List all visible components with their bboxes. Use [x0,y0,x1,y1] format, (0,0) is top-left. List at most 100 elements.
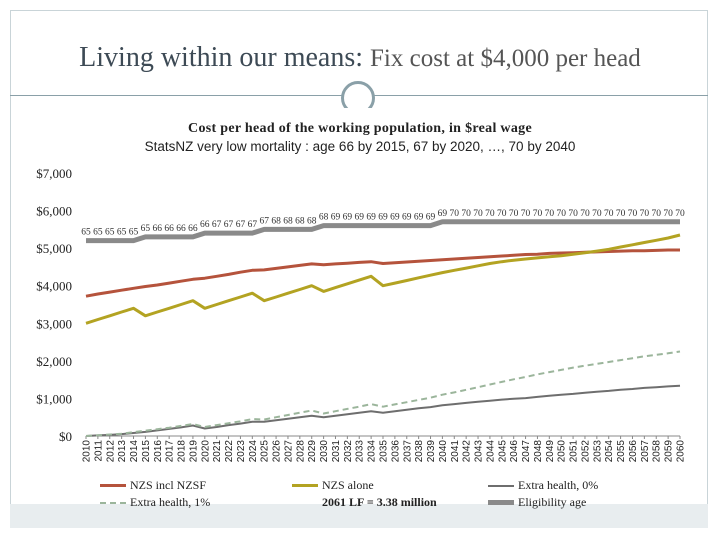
legend-swatch [292,484,318,487]
x-tick-label: 2047 [521,440,532,463]
series-line-eligibility-age [86,219,680,244]
chart-title: Cost per head of the working population,… [188,121,532,136]
age-data-label: 65 [105,228,115,238]
x-tick-label: 2050 [557,440,568,463]
x-tick-label: 2029 [307,440,318,463]
y-tick-label: $1,000 [36,391,72,406]
x-tick-label: 2059 [664,440,675,463]
x-tick-label: 2036 [390,440,401,463]
y-tick-label: $4,000 [36,279,72,294]
age-data-label: 67 [248,220,258,230]
age-data-label: 70 [450,209,460,219]
age-data-label: 65 [129,228,139,238]
age-data-label: 66 [164,224,174,234]
x-tick-label: 2042 [462,440,473,463]
age-data-label: 66 [200,220,210,230]
x-tick-label: 2057 [640,440,651,463]
age-data-label: 70 [521,209,531,219]
age-data-label: 70 [461,209,471,219]
age-data-label: 70 [473,209,483,219]
age-data-label: 65 [117,228,127,238]
x-tick-label: 2054 [604,440,615,463]
chart-subtitle: StatsNZ very low mortality : age 66 by 2… [144,139,576,154]
legend-label: Eligibility age [518,495,587,509]
y-tick-label: $2,000 [36,354,72,369]
y-tick-label: $3,000 [36,316,72,331]
age-data-label: 67 [236,220,246,230]
age-data-label: 66 [188,224,198,234]
x-tick-label: 2041 [450,440,461,463]
age-data-label: 65 [81,228,91,238]
x-tick-label: 2052 [580,440,591,463]
age-data-label: 69 [402,213,412,223]
series-line-nzs-incl-nzsf [85,248,680,298]
age-data-label: 69 [378,213,388,223]
labour-force-annotation: 2061 LF = 3.38 million [322,495,437,509]
age-data-label: 70 [616,209,626,219]
x-tick-label: 2045 [497,440,508,463]
x-tick-label: 2011 [93,440,104,462]
legend-label: NZS alone [322,478,374,492]
age-data-label: 69 [390,213,400,223]
age-data-label: 69 [426,213,436,223]
age-data-label: 70 [497,209,507,219]
age-data-label: 70 [663,209,673,219]
y-tick-label: $0 [59,429,72,444]
x-tick-label: 2040 [438,440,449,463]
x-tick-label: 2035 [379,440,390,463]
x-tick-label: 2028 [295,440,306,463]
age-data-label: 66 [176,224,186,234]
x-tick-label: 2033 [355,440,366,463]
x-tick-label: 2020 [200,440,211,463]
age-data-label: 70 [651,209,661,219]
age-data-label: 69 [354,213,364,223]
age-data-label: 70 [592,209,602,219]
legend-swatch [100,501,126,504]
age-data-label: 70 [640,209,650,219]
age-data-label: 70 [675,209,685,219]
age-data-label: 68 [295,216,305,226]
age-data-label: 69 [331,213,341,223]
x-tick-label: 2025 [260,440,271,463]
x-tick-label: 2017 [165,440,176,463]
x-tick-label: 2013 [117,440,128,463]
x-tick-label: 2046 [509,440,520,463]
x-tick-label: 2016 [153,440,164,463]
legend-label: NZS incl NZSF [130,478,207,492]
age-data-label: 69 [414,213,424,223]
x-tick-label: 2024 [248,440,259,463]
series-line-extra-health-1 [85,350,681,437]
x-tick-label: 2039 [426,440,437,463]
age-data-label: 68 [307,216,317,226]
x-tick-label: 2058 [652,440,663,463]
legend-swatch [488,500,514,505]
slide-title-rest: Fix cost at $4,000 per head [370,45,641,72]
age-data-label: 68 [283,216,293,226]
slide-title-main: Living within our means: [79,42,364,73]
x-tick-label: 2044 [485,440,496,463]
x-tick-label: 2038 [414,440,425,463]
x-tick-label: 2051 [569,440,580,463]
x-tick-label: 2010 [82,440,93,463]
age-data-label: 67 [259,216,269,226]
age-data-label: 70 [568,209,578,219]
age-data-label: 68 [319,213,329,223]
y-tick-label: $7,000 [36,166,72,181]
age-data-label: 69 [366,213,376,223]
x-tick-label: 2056 [628,440,639,463]
age-data-label: 69 [438,209,448,219]
age-data-label: 65 [141,224,151,234]
x-tick-label: 2043 [474,440,485,463]
legend-label: Extra health, 1% [130,495,211,509]
age-data-label: 65 [93,228,103,238]
age-data-label: 69 [343,213,353,223]
x-tick-label: 2055 [616,440,627,463]
x-tick-label: 2049 [545,440,556,463]
y-tick-label: $6,000 [36,204,72,219]
slide-title: Living within our means: Fix cost at $4,… [0,42,720,74]
legend-swatch [100,484,126,487]
age-data-label: 70 [628,209,638,219]
legend-item-eligibility-age: Eligibility age [488,495,586,510]
series-line-extra-health-0 [85,384,681,437]
age-data-label: 70 [545,209,555,219]
